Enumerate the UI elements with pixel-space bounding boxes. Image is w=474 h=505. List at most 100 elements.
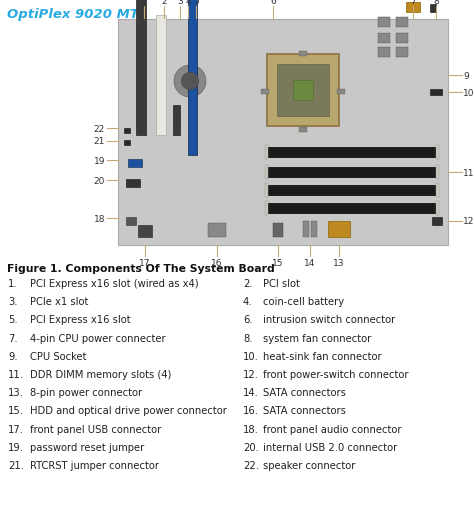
Bar [128,160,142,168]
Text: 15: 15 [272,259,284,268]
Bar [378,48,390,58]
Bar [432,218,442,226]
Text: system fan connector: system fan connector [263,333,371,343]
Bar [430,5,436,13]
Text: 2: 2 [161,0,167,6]
Text: HDD and optical drive power connector: HDD and optical drive power connector [30,406,227,416]
Text: 20.: 20. [243,442,259,452]
Bar [406,3,420,13]
Bar [436,201,439,216]
Bar [299,52,307,57]
Text: 15.: 15. [8,406,24,416]
Text: password reset jumper: password reset jumper [30,442,144,452]
Bar [337,90,345,95]
Text: PCI Express x16 slot (wired as x4): PCI Express x16 slot (wired as x4) [30,278,199,288]
Text: 8.: 8. [243,333,253,343]
Text: 18: 18 [93,214,105,223]
Text: 14.: 14. [243,387,259,397]
Bar [268,186,436,195]
Text: 6.: 6. [243,315,253,325]
Text: SATA connectors: SATA connectors [263,387,346,397]
Bar [265,146,268,160]
Bar [188,0,197,156]
Text: 6: 6 [270,0,276,6]
Bar [126,180,140,188]
Text: PCIe x1 slot: PCIe x1 slot [30,296,88,307]
Bar [430,90,442,96]
Bar [118,20,448,245]
Text: coin-cell battery: coin-cell battery [263,296,344,307]
Bar [436,184,439,197]
Text: 13: 13 [333,259,345,268]
Text: 9.: 9. [8,351,18,361]
Text: 16: 16 [211,259,223,268]
Bar [396,18,408,28]
Text: 8: 8 [433,0,439,6]
Text: 14: 14 [304,259,316,268]
Text: 5.: 5. [8,315,18,325]
Bar [124,129,130,134]
Bar [267,55,339,127]
Bar [378,34,390,44]
Bar [261,90,269,95]
Bar [311,222,317,237]
Text: 22: 22 [94,124,105,133]
Text: 22.: 22. [243,460,259,470]
Text: OptiPlex 9020 MT: OptiPlex 9020 MT [7,8,139,21]
Text: RTCRST jumper connector: RTCRST jumper connector [30,460,159,470]
Bar [273,224,283,237]
Text: 7.: 7. [8,333,18,343]
Text: 4-pin CPU power connecter: 4-pin CPU power connecter [30,333,165,343]
Text: PCI Express x16 slot: PCI Express x16 slot [30,315,131,325]
Bar [265,166,268,180]
Text: 11: 11 [463,168,474,177]
Text: 3: 3 [177,0,183,6]
Bar [265,201,268,216]
Text: 5: 5 [193,0,199,6]
Text: 13.: 13. [8,387,24,397]
Text: 18.: 18. [243,424,259,434]
Bar [156,16,166,136]
Circle shape [174,66,206,98]
Text: DDR DIMM memory slots (4): DDR DIMM memory slots (4) [30,369,172,379]
Bar [299,128,307,133]
Bar [268,204,436,214]
Text: 10.: 10. [243,351,259,361]
Bar [436,146,439,160]
Text: intrusion switch connector: intrusion switch connector [263,315,395,325]
Text: PCI slot: PCI slot [263,278,300,288]
Bar [436,166,439,180]
Text: 1: 1 [141,0,147,6]
Text: front panel audio connector: front panel audio connector [263,424,401,434]
Bar [124,141,130,146]
Text: 10: 10 [463,88,474,97]
Circle shape [181,73,199,90]
Text: 8-pin power connector: 8-pin power connector [30,387,142,397]
Bar [378,18,390,28]
Text: 21: 21 [94,137,105,146]
Bar [173,106,180,136]
Bar [268,147,436,158]
Bar [328,222,350,237]
Bar [138,226,152,237]
Text: CPU Socket: CPU Socket [30,351,86,361]
Text: internal USB 2.0 connector: internal USB 2.0 connector [263,442,397,452]
Text: 4: 4 [185,0,191,6]
Text: 12: 12 [463,217,474,226]
Bar [277,65,329,117]
Bar [265,184,268,197]
Text: 16.: 16. [243,406,259,416]
Text: front panel USB connector: front panel USB connector [30,424,161,434]
Bar [126,218,136,226]
Bar [396,34,408,44]
Bar [208,224,226,237]
Bar [303,222,309,237]
Text: 19.: 19. [8,442,24,452]
Text: 2.: 2. [243,278,253,288]
Text: 21.: 21. [8,460,24,470]
Text: 9: 9 [463,71,469,80]
Text: 20: 20 [94,176,105,185]
Text: 19: 19 [93,156,105,165]
Text: 11.: 11. [8,369,24,379]
Text: 3.: 3. [8,296,18,307]
